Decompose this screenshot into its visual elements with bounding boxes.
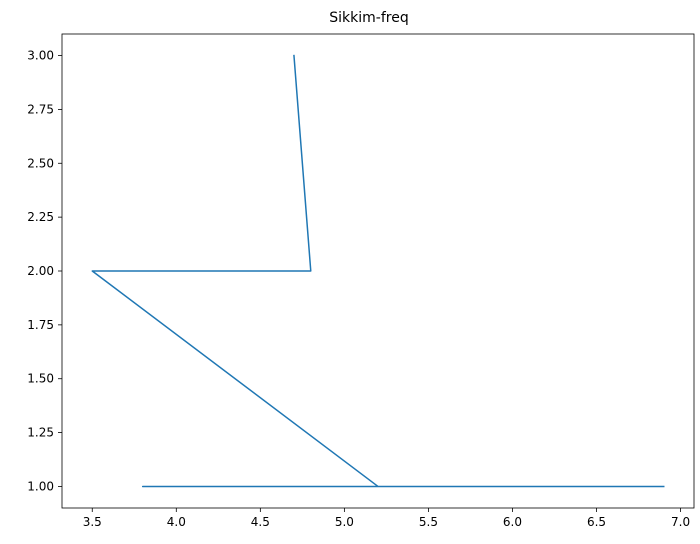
y-tick-label: 1.00 <box>27 479 54 493</box>
x-tick-label: 7.0 <box>671 515 690 529</box>
x-tick-label: 4.0 <box>167 515 186 529</box>
y-tick-label: 2.75 <box>27 102 54 116</box>
y-tick-label: 1.50 <box>27 372 54 386</box>
y-tick-label: 1.75 <box>27 318 54 332</box>
y-tick-label: 2.50 <box>27 156 54 170</box>
series-line <box>91 54 665 488</box>
y-tick-label: 1.25 <box>27 426 54 440</box>
y-tick-label: 2.00 <box>27 264 54 278</box>
y-tick-label: 2.25 <box>27 210 54 224</box>
x-tick-label: 5.0 <box>335 515 354 529</box>
y-tick-label: 3.00 <box>27 49 54 63</box>
x-tick-label: 5.5 <box>419 515 438 529</box>
x-axis: 3.5 4.0 4.5 5.0 5.5 6.0 6.5 7.0 <box>83 508 690 529</box>
chart-title: Sikkim-freq <box>329 10 408 26</box>
x-tick-label: 3.5 <box>83 515 102 529</box>
x-tick-label: 4.5 <box>251 515 270 529</box>
x-tick-label: 6.5 <box>587 515 606 529</box>
series-layer <box>91 54 665 488</box>
x-tick-label: 6.0 <box>503 515 522 529</box>
y-axis: 1.00 1.25 1.50 1.75 2.00 2.25 2.50 2.75 3.00 <box>27 49 62 493</box>
